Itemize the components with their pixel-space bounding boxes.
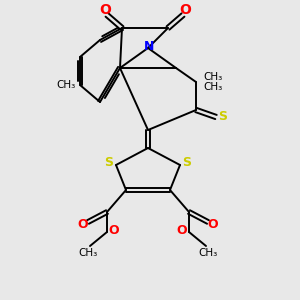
Text: O: O bbox=[109, 224, 119, 236]
Text: CH₃: CH₃ bbox=[78, 248, 98, 258]
Text: O: O bbox=[177, 224, 187, 236]
Text: S: S bbox=[104, 155, 113, 169]
Text: CH₃: CH₃ bbox=[198, 248, 218, 258]
Text: O: O bbox=[208, 218, 218, 230]
Text: O: O bbox=[99, 3, 111, 17]
Text: CH₃: CH₃ bbox=[203, 82, 223, 92]
Text: S: S bbox=[182, 155, 191, 169]
Text: CH₃: CH₃ bbox=[203, 72, 223, 82]
Text: O: O bbox=[179, 3, 191, 17]
Text: N: N bbox=[144, 40, 154, 53]
Text: S: S bbox=[218, 110, 227, 124]
Text: O: O bbox=[78, 218, 88, 230]
Text: CH₃: CH₃ bbox=[56, 80, 76, 90]
